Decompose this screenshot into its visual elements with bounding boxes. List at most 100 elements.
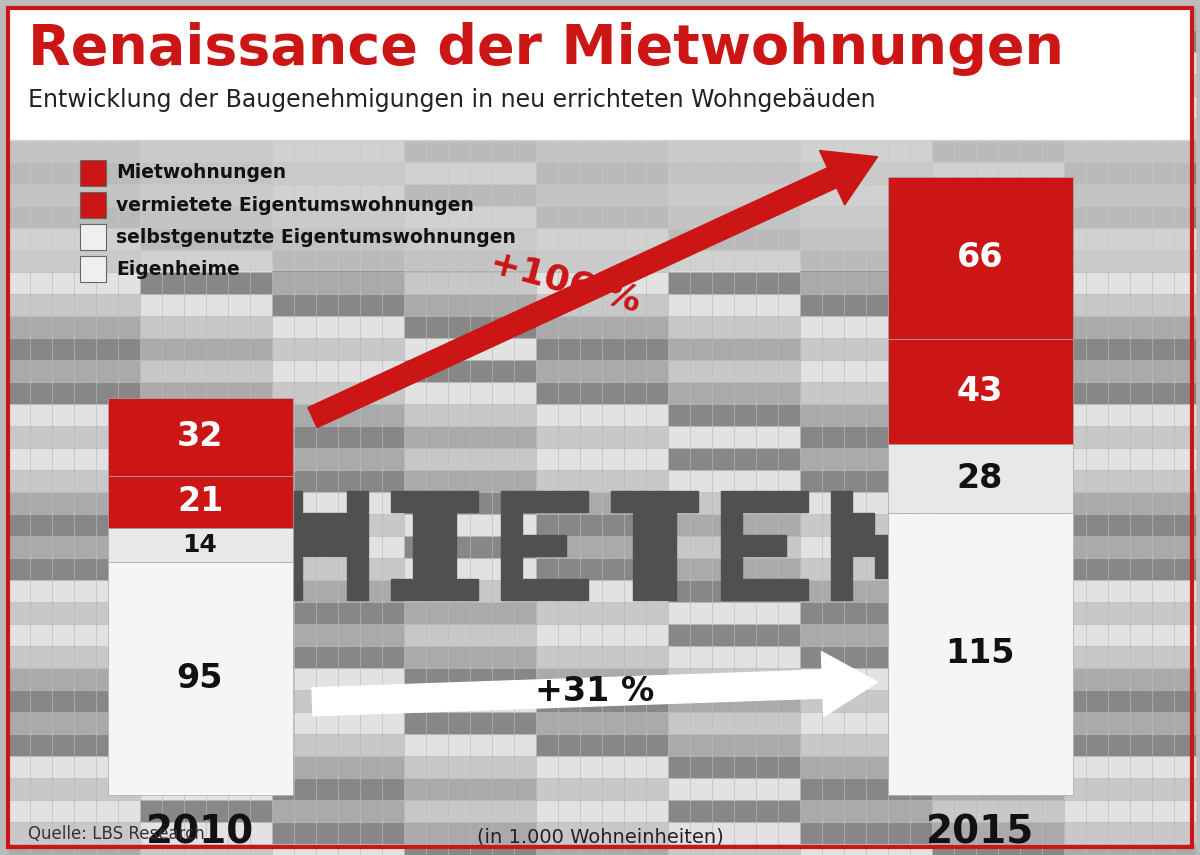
Bar — [911, 119, 931, 139]
Bar — [449, 691, 469, 711]
Bar — [604, 559, 623, 579]
Bar — [604, 603, 623, 623]
Bar — [625, 625, 646, 645]
Bar — [934, 53, 953, 73]
Bar — [142, 427, 161, 447]
Bar — [1153, 757, 1174, 777]
Bar — [10, 207, 29, 227]
Bar — [866, 207, 887, 227]
Bar — [691, 603, 710, 623]
Bar — [361, 537, 382, 557]
Bar — [10, 427, 29, 447]
Bar — [691, 669, 710, 689]
Bar — [1109, 383, 1129, 403]
Bar — [845, 273, 865, 293]
Bar — [427, 119, 446, 139]
Bar — [911, 471, 931, 491]
Bar — [647, 449, 667, 469]
Bar — [866, 625, 887, 645]
Bar — [757, 251, 778, 271]
Bar — [10, 845, 29, 855]
Bar — [1021, 537, 1042, 557]
Bar — [757, 427, 778, 447]
Bar — [757, 141, 778, 161]
Bar — [119, 383, 139, 403]
Bar — [757, 53, 778, 73]
Bar — [998, 801, 1019, 821]
Bar — [977, 405, 997, 425]
Bar — [317, 493, 337, 513]
Text: Mietwohnungen: Mietwohnungen — [116, 163, 286, 182]
Bar — [281, 535, 302, 556]
Bar — [823, 229, 842, 249]
Bar — [347, 579, 368, 600]
Bar — [10, 625, 29, 645]
Bar — [383, 317, 403, 337]
Bar — [1021, 339, 1042, 359]
Bar — [10, 185, 29, 205]
Bar — [515, 515, 535, 535]
Bar — [1153, 845, 1174, 855]
Bar — [845, 251, 865, 271]
Bar — [317, 141, 337, 161]
Bar — [251, 493, 271, 513]
Bar — [413, 557, 434, 578]
Bar — [185, 713, 205, 733]
Bar — [274, 581, 293, 601]
Bar — [691, 537, 710, 557]
Bar — [670, 823, 689, 843]
Bar — [295, 31, 314, 51]
Bar — [713, 383, 733, 403]
Bar — [845, 581, 865, 601]
Bar — [713, 119, 733, 139]
Bar — [1132, 647, 1151, 667]
Bar — [515, 691, 535, 711]
Bar — [317, 119, 337, 139]
Bar — [274, 31, 293, 51]
Bar — [955, 119, 974, 139]
Bar — [281, 579, 302, 600]
Bar — [1087, 295, 1108, 315]
Bar — [53, 669, 73, 689]
Bar — [1175, 691, 1195, 711]
Bar — [470, 845, 491, 855]
Bar — [1066, 295, 1085, 315]
Bar — [625, 229, 646, 249]
Bar — [581, 317, 601, 337]
Bar — [538, 273, 557, 293]
Bar — [10, 75, 29, 95]
Bar — [274, 75, 293, 95]
Bar — [713, 515, 733, 535]
Bar — [163, 845, 182, 855]
Bar — [119, 97, 139, 117]
Bar — [757, 801, 778, 821]
Bar — [470, 75, 491, 95]
Bar — [604, 735, 623, 755]
Bar — [317, 515, 337, 535]
Bar — [229, 559, 250, 579]
Bar — [977, 647, 997, 667]
Bar — [1066, 625, 1085, 645]
Bar — [823, 713, 842, 733]
Bar — [274, 559, 293, 579]
Bar — [436, 579, 456, 600]
Bar — [830, 579, 852, 600]
Bar — [1087, 185, 1108, 205]
Bar — [889, 295, 910, 315]
Bar — [559, 339, 580, 359]
Bar — [559, 581, 580, 601]
Bar — [604, 383, 623, 403]
Bar — [581, 273, 601, 293]
Bar — [10, 823, 29, 843]
Bar — [866, 669, 887, 689]
Bar — [998, 581, 1019, 601]
Bar — [538, 405, 557, 425]
Bar — [757, 75, 778, 95]
Bar — [406, 779, 425, 799]
Bar — [866, 757, 887, 777]
Bar — [1021, 779, 1042, 799]
Bar — [274, 669, 293, 689]
Bar — [274, 735, 293, 755]
Bar — [406, 691, 425, 711]
Bar — [10, 515, 29, 535]
